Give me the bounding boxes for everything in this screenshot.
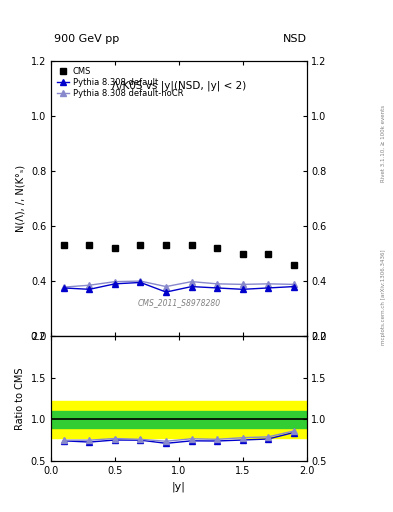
Pythia 8.308 default bbox=[164, 289, 169, 295]
Text: mcplots.cern.ch [arXiv:1306.3436]: mcplots.cern.ch [arXiv:1306.3436] bbox=[381, 249, 386, 345]
Pythia 8.308 default-noCR bbox=[292, 281, 296, 287]
Text: NSD: NSD bbox=[283, 33, 307, 44]
Text: 900 GeV pp: 900 GeV pp bbox=[54, 33, 119, 44]
Pythia 8.308 default-noCR bbox=[138, 278, 143, 284]
Bar bbox=[51, 411, 307, 428]
Pythia 8.308 default bbox=[62, 285, 66, 291]
Pythia 8.308 default bbox=[87, 286, 92, 292]
Pythia 8.308 default-noCR bbox=[189, 279, 194, 285]
CMS bbox=[189, 242, 194, 248]
Y-axis label: N(Λ), /, N(K°ₛ): N(Λ), /, N(K°ₛ) bbox=[15, 165, 25, 232]
Pythia 8.308 default bbox=[215, 285, 220, 291]
X-axis label: |y|: |y| bbox=[172, 481, 186, 492]
Line: Pythia 8.308 default-noCR: Pythia 8.308 default-noCR bbox=[61, 279, 297, 290]
CMS bbox=[292, 262, 296, 268]
Pythia 8.308 default-noCR bbox=[62, 284, 66, 290]
Y-axis label: Ratio to CMS: Ratio to CMS bbox=[15, 367, 25, 430]
CMS bbox=[87, 242, 92, 248]
Bar bbox=[51, 401, 307, 437]
CMS bbox=[62, 242, 66, 248]
Pythia 8.308 default bbox=[113, 281, 118, 287]
Line: Pythia 8.308 default: Pythia 8.308 default bbox=[61, 280, 297, 295]
CMS bbox=[138, 242, 143, 248]
CMS bbox=[113, 245, 118, 251]
CMS bbox=[241, 250, 245, 257]
Pythia 8.308 default-noCR bbox=[266, 281, 271, 287]
Pythia 8.308 default bbox=[138, 280, 143, 286]
Pythia 8.308 default bbox=[292, 284, 296, 290]
Line: CMS: CMS bbox=[61, 242, 297, 268]
Pythia 8.308 default-noCR bbox=[87, 282, 92, 288]
Legend: CMS, Pythia 8.308 default, Pythia 8.308 default-noCR: CMS, Pythia 8.308 default, Pythia 8.308 … bbox=[55, 66, 185, 99]
Text: Λ/K0S vs |y|(NSD, |y| < 2): Λ/K0S vs |y|(NSD, |y| < 2) bbox=[112, 81, 246, 91]
Pythia 8.308 default-noCR bbox=[113, 279, 118, 285]
Pythia 8.308 default-noCR bbox=[215, 281, 220, 287]
Text: Rivet 3.1.10, ≥ 100k events: Rivet 3.1.10, ≥ 100k events bbox=[381, 105, 386, 182]
Pythia 8.308 default bbox=[241, 286, 245, 292]
Pythia 8.308 default bbox=[189, 284, 194, 290]
CMS bbox=[215, 245, 220, 251]
Text: CMS_2011_S8978280: CMS_2011_S8978280 bbox=[137, 298, 220, 308]
CMS bbox=[164, 242, 169, 248]
Pythia 8.308 default bbox=[266, 285, 271, 291]
Pythia 8.308 default-noCR bbox=[241, 281, 245, 287]
CMS bbox=[266, 250, 271, 257]
Pythia 8.308 default-noCR bbox=[164, 284, 169, 290]
